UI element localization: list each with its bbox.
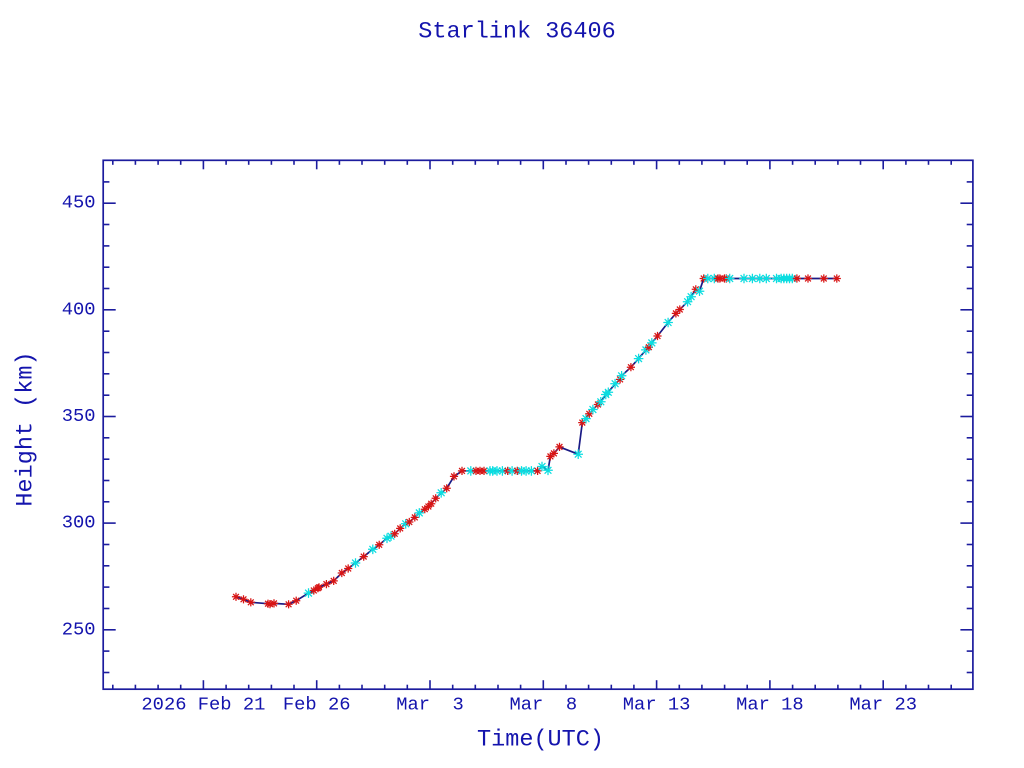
svg-text:Starlink 36406: Starlink 36406 xyxy=(418,19,615,46)
svg-text:Feb 26: Feb 26 xyxy=(283,694,351,716)
svg-text:Mar 18: Mar 18 xyxy=(736,694,804,716)
svg-text:Mar 23: Mar 23 xyxy=(849,694,917,716)
svg-text:2026 Feb 21: 2026 Feb 21 xyxy=(141,694,265,716)
svg-text:350: 350 xyxy=(62,405,96,427)
svg-text:400: 400 xyxy=(62,298,96,320)
svg-text:Mar 13: Mar 13 xyxy=(623,694,691,716)
svg-text:450: 450 xyxy=(62,192,96,214)
svg-text:Mar 8: Mar 8 xyxy=(509,694,577,716)
svg-text:Height (km): Height (km) xyxy=(13,351,40,506)
svg-text:Time(UTC): Time(UTC) xyxy=(477,727,604,754)
svg-text:300: 300 xyxy=(62,512,96,534)
svg-text:Mar 3: Mar 3 xyxy=(396,694,464,716)
svg-text:250: 250 xyxy=(62,618,96,640)
